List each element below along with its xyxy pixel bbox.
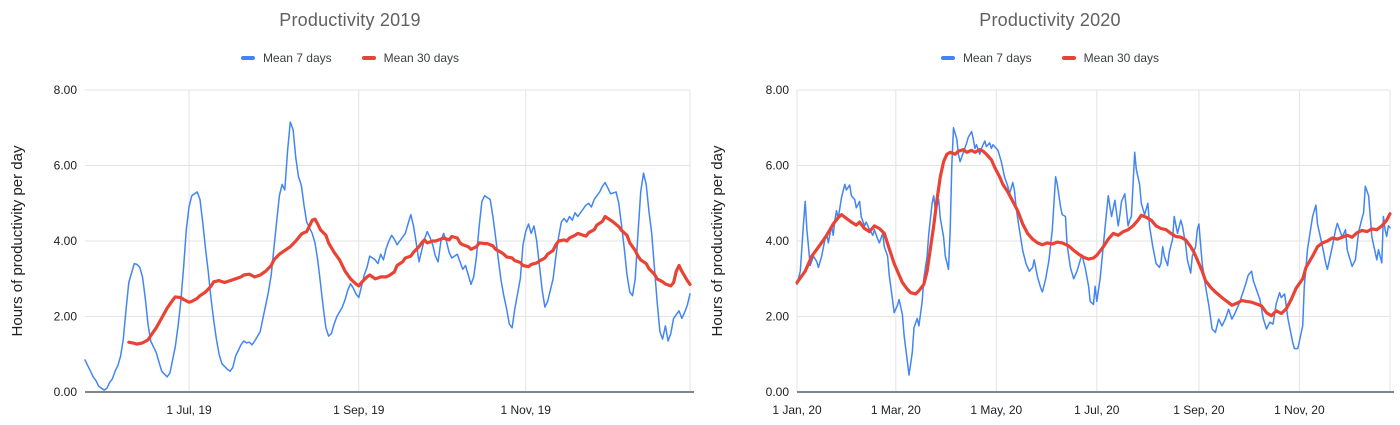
y-tick-label: 6.00 — [766, 159, 790, 173]
y-axis-title: Hours of productivity per day — [9, 145, 26, 336]
y-tick-label: 0.00 — [54, 385, 78, 399]
plot-area-2019[interactable]: 0.002.004.006.008.001 Jul, 19 1 Sep, 19 1 … — [0, 0, 700, 425]
legend-swatch-mean-30-days-icon — [361, 56, 376, 60]
legend-swatch-mean-30-days-icon — [1061, 56, 1076, 60]
x-tick-label: 1 Jul, 20 — [1074, 403, 1120, 417]
legend-label-mean-7-days: Mean 7 days — [962, 51, 1032, 65]
x-tick-labels: 1 Jul, 19 1 Sep, 19 1 Nov, 19 — [166, 403, 551, 417]
series-line-mean-30-days[interactable] — [795, 148, 1392, 318]
legend-2019: Mean 7 days Mean 30 days — [0, 50, 700, 66]
chart-title-2020: Productivity 2020 — [979, 10, 1121, 30]
y-tick-label: 8.00 — [766, 83, 790, 97]
y-axis-title: Hours of productivity per day — [709, 145, 726, 336]
y-tick-labels: 0.00 2.00 4.00 6.00 8.00 — [54, 83, 78, 399]
y-tick-label: 4.00 — [54, 234, 78, 248]
y-tick-label: 2.00 — [766, 310, 790, 324]
gridlines — [85, 89, 691, 392]
x-tick-label: 1 Sep, 19 — [333, 403, 385, 417]
y-tick-label: 6.00 — [54, 159, 78, 173]
y-tick-label: 4.00 — [766, 234, 790, 248]
x-tick-labels: 1 Jan, 20 1 Mar, 20 1 May, 20 1 Jul, 20 1 Se… — [772, 403, 1325, 417]
legend-item-mean-30-days[interactable]: Mean 30 days — [1061, 51, 1160, 65]
legend-label-mean-7-days: Mean 7 days — [262, 51, 332, 65]
series-line-mean-7-days[interactable] — [796, 127, 1391, 376]
x-tick-label: 1 Sep, 20 — [1173, 403, 1225, 417]
legend-swatch-mean-7-days-icon — [240, 56, 255, 60]
legend-item-mean-7-days[interactable]: Mean 7 days — [240, 51, 332, 65]
y-tick-labels: 0.00 2.00 4.00 6.00 8.00 — [766, 83, 790, 399]
legend-swatch-mean-7-days-icon — [940, 56, 955, 60]
y-tick-label: 0.00 — [766, 385, 790, 399]
series-lines — [795, 127, 1392, 376]
x-tick-label: 1 Nov, 19 — [501, 403, 552, 417]
x-tick-label: 1 Jan, 20 — [772, 403, 822, 417]
y-tick-label: 8.00 — [54, 83, 78, 97]
x-tick-label: 1 May, 20 — [970, 403, 1022, 417]
x-tick-label: 1 Mar, 20 — [871, 403, 921, 417]
x-tick-label: 1 Jul, 19 — [166, 403, 212, 417]
y-tick-label: 2.00 — [54, 310, 78, 324]
series-line-mean-7-days[interactable] — [84, 121, 691, 391]
plot-area-2020[interactable]: 0.002.004.006.008.001 Jan, 20 1 Mar, 20 1 … — [700, 0, 1400, 425]
x-tick-label: 1 Nov, 20 — [1274, 403, 1325, 417]
legend-label-mean-30-days: Mean 30 days — [383, 51, 460, 65]
legend-2020: Mean 7 days Mean 30 days — [700, 50, 1400, 66]
legend-item-mean-7-days[interactable]: Mean 7 days — [940, 51, 1032, 65]
legend-label-mean-30-days: Mean 30 days — [1083, 51, 1160, 65]
series-line-mean-30-days[interactable] — [127, 214, 692, 346]
legend-item-mean-30-days[interactable]: Mean 30 days — [361, 51, 460, 65]
chart-title-2019: Productivity 2019 — [279, 10, 421, 30]
chart-2019: Productivity 2019 Mean 7 days Mean 30 da… — [0, 0, 700, 425]
series-lines — [84, 121, 692, 391]
chart-2020: Productivity 2020 Mean 7 days Mean 30 da… — [700, 0, 1400, 425]
